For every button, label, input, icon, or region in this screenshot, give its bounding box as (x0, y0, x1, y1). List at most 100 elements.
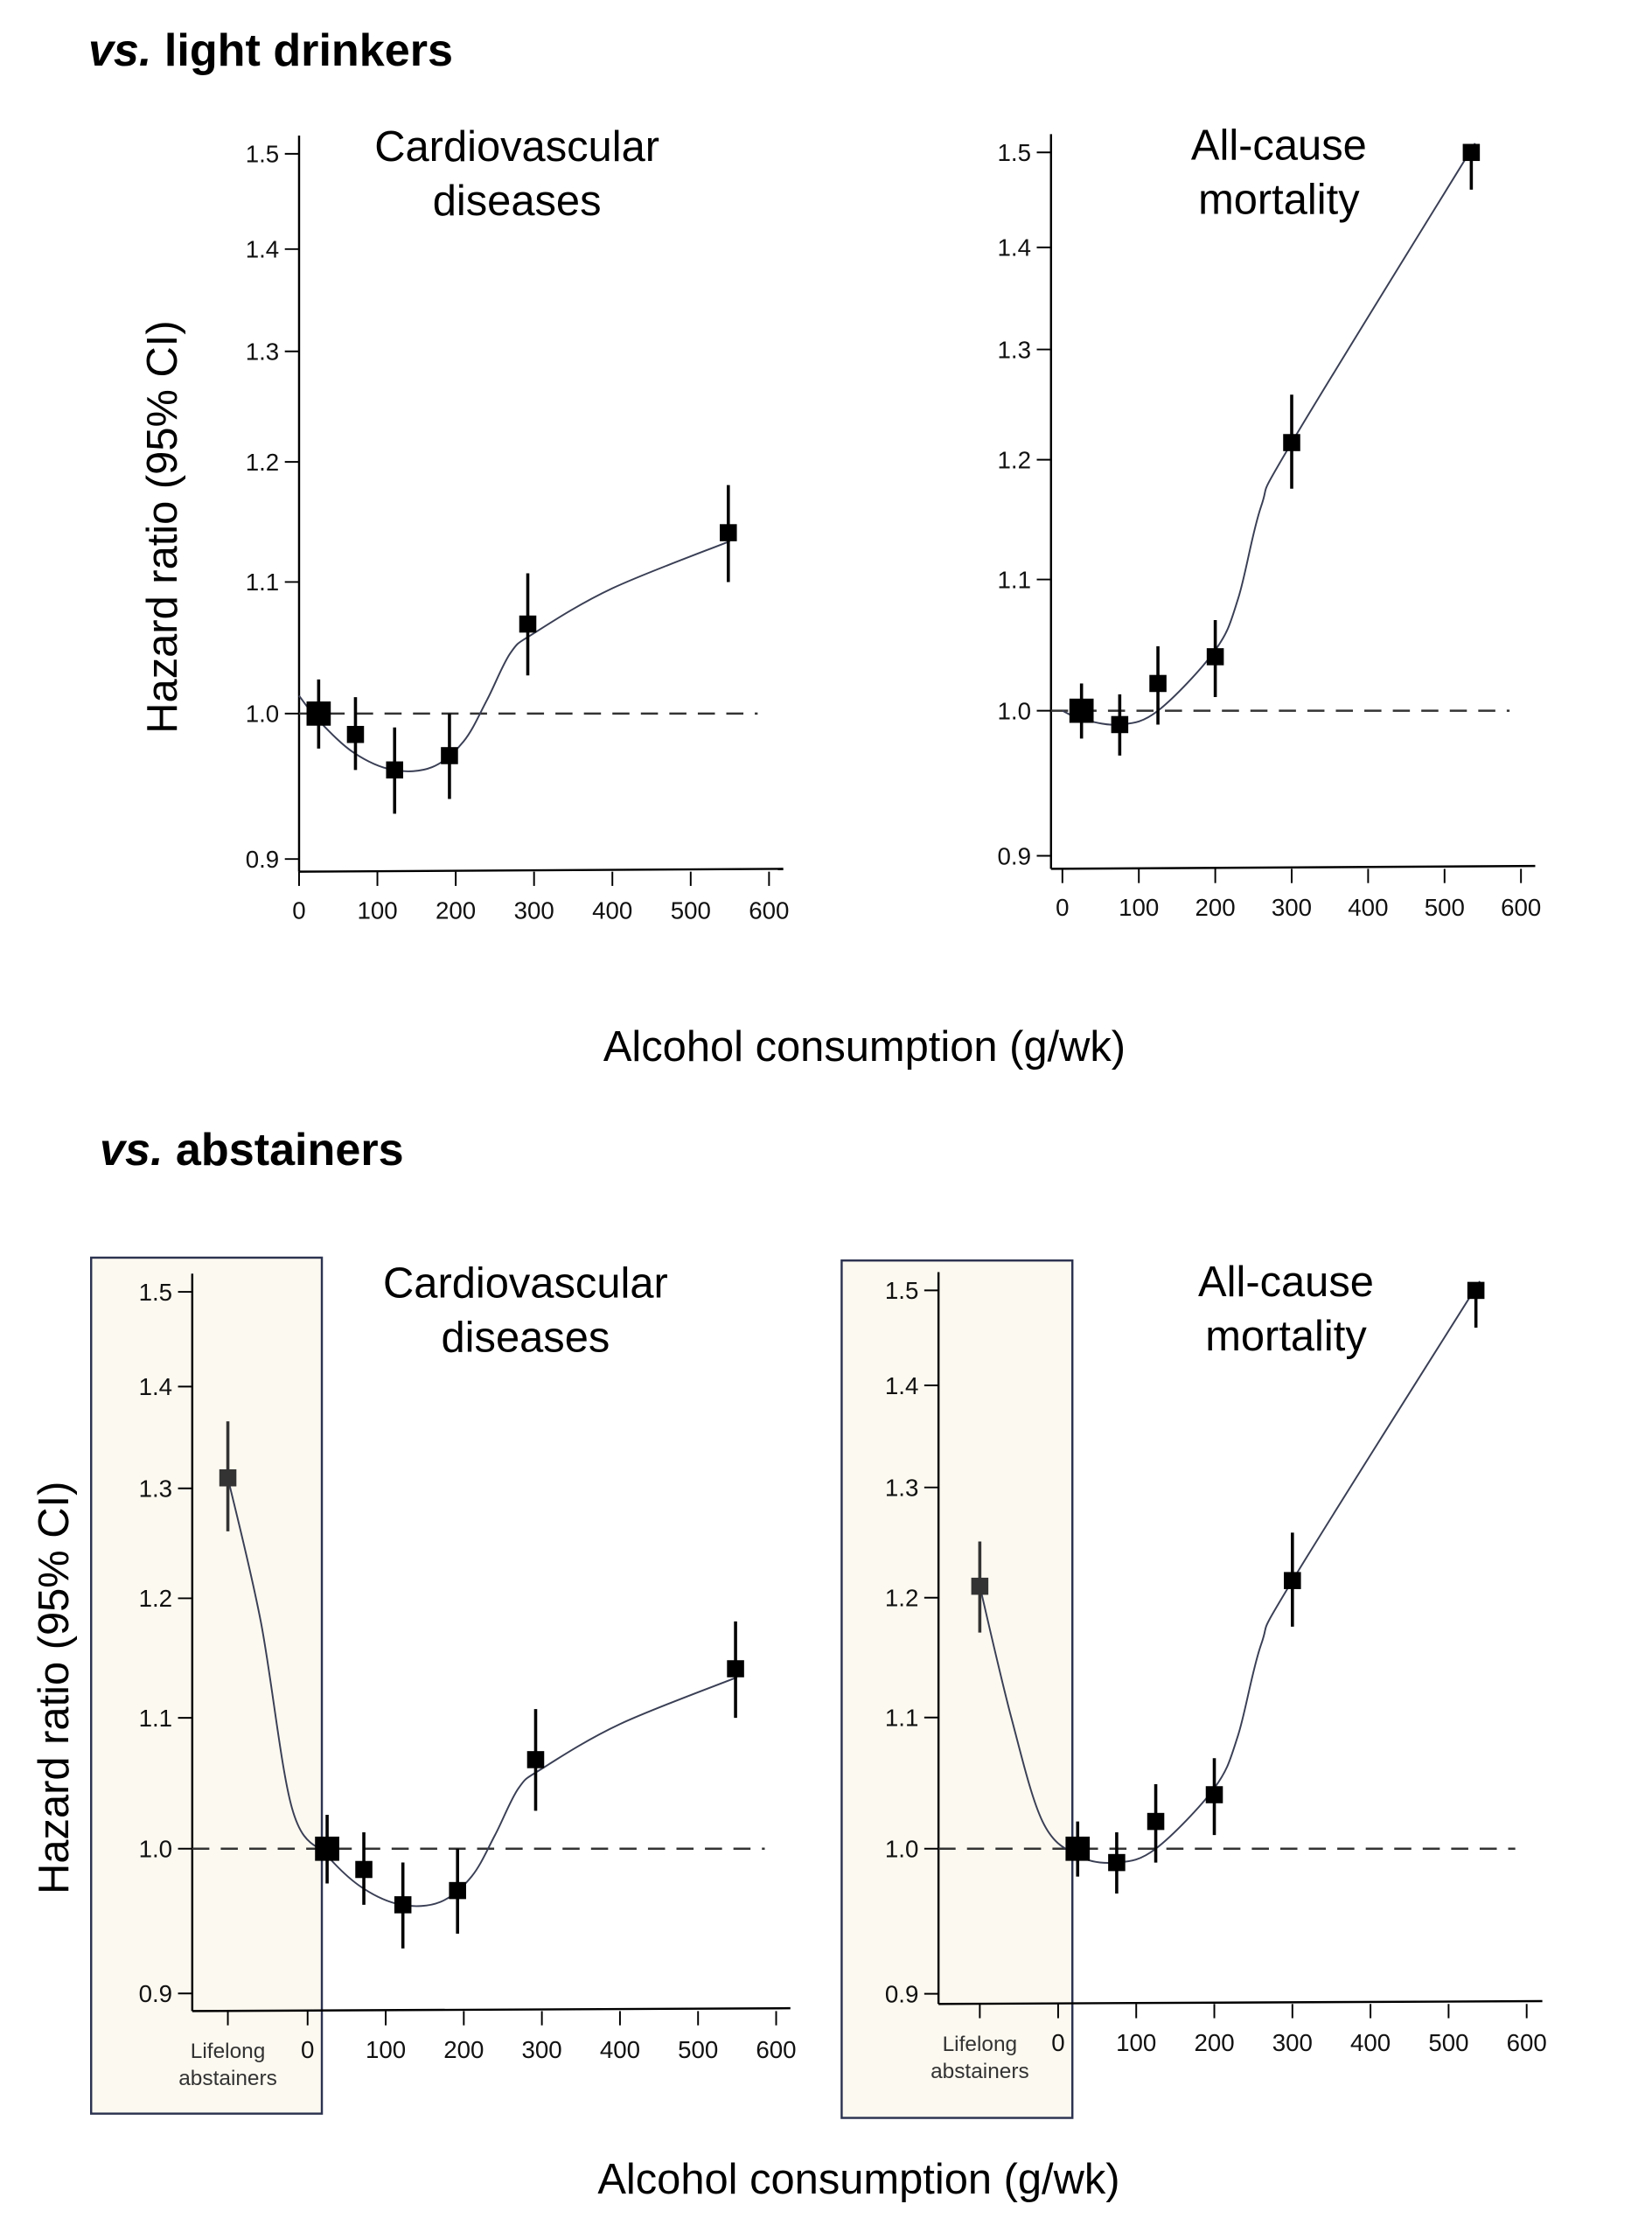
x-tick-label: 100 (1119, 894, 1159, 921)
y-tick-label: 0.9 (139, 1980, 172, 2007)
panel-title-line1: All-cause (1198, 1259, 1374, 1306)
x-tick-label: 600 (756, 2036, 796, 2063)
data-point (1205, 1786, 1223, 1803)
y-tick-label: 1.1 (885, 1704, 918, 1731)
x-tick-label: 300 (1272, 894, 1312, 921)
y-tick-label: 1.4 (998, 234, 1031, 262)
x-tick-label: 300 (514, 896, 554, 924)
panel-title-line2: diseases (442, 1314, 610, 1361)
panel-title-line2: mortality (1205, 1313, 1367, 1360)
x-tick-label: 400 (1348, 894, 1388, 921)
chart-panel-3: 0.9 1.0 1.1 1.2 1.3 1.4 1.5 0 100 200 300 400 500 600… (89, 1256, 797, 2115)
y-tick-label: 1.0 (246, 701, 279, 728)
fit-curve (227, 1477, 738, 1908)
lifelong-label-line1: Lifelong (191, 2040, 266, 2063)
lifelong-label-line2: abstainers (931, 2060, 1029, 2083)
data-point (394, 1896, 412, 1914)
x-tick-label: 0 (301, 2036, 314, 2063)
y-tick-label: 1.4 (246, 236, 279, 263)
y-tick-label: 1.2 (246, 449, 279, 476)
y-tick-label: 1.2 (139, 1585, 172, 1612)
x-tick-label: 400 (1350, 2029, 1391, 2056)
data-point (1283, 434, 1300, 451)
panel-title-line1: Cardiovascular (374, 123, 659, 171)
x-tick-label: 200 (1195, 894, 1236, 921)
lifelong-label-line2: abstainers (178, 2067, 277, 2090)
x-tick-label: 200 (1194, 2029, 1234, 2056)
y-tick-label: 0.9 (998, 842, 1031, 869)
data-point (1147, 1812, 1165, 1831)
x-tick-label: 400 (592, 896, 632, 924)
data-point (315, 1836, 339, 1861)
x-tick-label: 300 (1272, 2029, 1313, 2056)
data-point (386, 761, 404, 779)
section-title-abstainers: vs. abstainers (100, 1125, 404, 1175)
x-tick-label: 200 (443, 2036, 484, 2063)
data-point (1108, 1853, 1126, 1872)
data-point (971, 1577, 989, 1595)
data-point (526, 1751, 545, 1768)
panel-title-line1: Cardiovascular (383, 1260, 668, 1308)
panel-title-line2: mortality (1198, 176, 1360, 223)
data-point (720, 524, 737, 541)
x-tick-label: 600 (1501, 894, 1541, 921)
data-point (355, 1860, 373, 1879)
data-point (346, 725, 365, 743)
y-axis-label-top: Hazard ratio (95% CI) (139, 320, 186, 733)
lifelong-abstainers-box (840, 1259, 1074, 2119)
data-point (1149, 674, 1167, 693)
y-tick-label: 1.1 (998, 566, 1031, 593)
panel-title-line1: All-cause (1191, 122, 1367, 169)
x-tick-label: 600 (749, 896, 789, 924)
data-point (1462, 143, 1481, 162)
data-point (1284, 1572, 1301, 1589)
y-tick-label: 0.9 (246, 846, 279, 873)
y-tick-label: 1.3 (885, 1474, 918, 1501)
fit-curve (1062, 143, 1476, 726)
y-axis-label-bottom: Hazard ratio (95% CI) (31, 1482, 78, 1894)
y-tick-label: 1.1 (246, 568, 279, 596)
x-tick-label: 300 (522, 2036, 562, 2063)
x-tick-label: 0 (1051, 2029, 1064, 2056)
y-tick-label: 1.0 (139, 1836, 172, 1863)
data-point (1069, 698, 1094, 723)
y-tick-label: 1.3 (246, 338, 279, 366)
data-point (306, 701, 331, 726)
x-tick-label: 0 (1056, 894, 1069, 921)
data-point (1206, 648, 1224, 666)
y-tick-label: 1.2 (998, 446, 1031, 473)
x-tick-label: 500 (1428, 2029, 1468, 2056)
data-point (1467, 1281, 1485, 1300)
y-tick-label: 1.0 (998, 697, 1031, 724)
x-tick-label: 100 (1116, 2029, 1156, 2056)
x-tick-label: 400 (600, 2036, 640, 2063)
chart-panel-4: 0.9 1.0 1.1 1.2 1.3 1.4 1.5 0 100 200 300 400 500 600… (840, 1259, 1547, 2119)
y-tick-label: 1.0 (885, 1836, 918, 1863)
chart-panel-2: 0.9 1.0 1.1 1.2 1.3 1.4 1.5 0 100 200 300 400 500 600… (998, 122, 1542, 921)
lifelong-abstainers-box (89, 1256, 324, 2115)
chart-panel-1: 0.9 1.0 1.1 1.2 1.3 1.4 1.5 0 100 200 300 400 500 600… (246, 123, 790, 924)
data-point (519, 615, 537, 633)
data-point (449, 1881, 466, 1900)
x-tick-label: 100 (366, 2036, 406, 2063)
x-axis (298, 868, 784, 873)
y-tick-label: 1.3 (998, 336, 1031, 363)
x-tick-label: 200 (436, 896, 476, 924)
y-tick-label: 1.3 (139, 1475, 172, 1503)
x-tick-label: 500 (678, 2036, 718, 2063)
data-point (219, 1468, 237, 1487)
data-point (441, 747, 458, 764)
data-point (1065, 1836, 1091, 1861)
fit-curve (298, 540, 730, 772)
data-point (727, 1660, 744, 1678)
y-tick-label: 1.4 (885, 1372, 918, 1399)
x-tick-label: 500 (1425, 894, 1465, 921)
y-tick-label: 1.4 (139, 1373, 172, 1400)
y-tick-label: 0.9 (885, 1980, 918, 2007)
x-axis-label-top: Alcohol consumption (g/wk) (603, 1023, 1126, 1071)
x-tick-label: 0 (292, 896, 305, 924)
y-tick-label: 1.2 (885, 1584, 918, 1611)
x-axis-label-bottom: Alcohol consumption (g/wk) (597, 2156, 1119, 2203)
y-tick-label: 1.5 (139, 1279, 172, 1306)
